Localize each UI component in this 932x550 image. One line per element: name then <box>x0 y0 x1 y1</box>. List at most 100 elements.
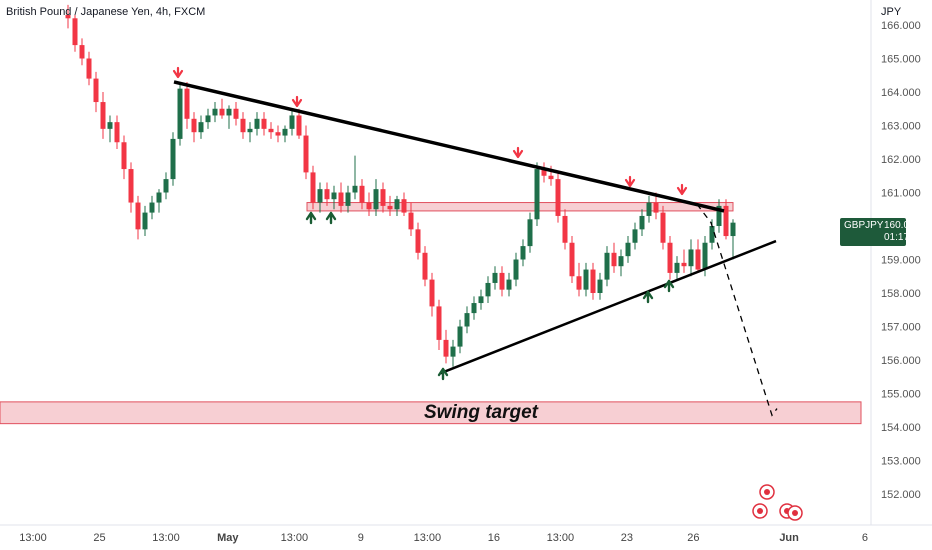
candle-body <box>100 102 106 129</box>
candle-body <box>254 118 260 129</box>
candle-body <box>219 108 225 116</box>
candle-body <box>282 128 288 136</box>
candle-body <box>597 279 603 293</box>
y-tick-label: 154.000 <box>881 422 921 434</box>
candle-body <box>618 256 624 267</box>
x-tick-label: 23 <box>621 532 633 544</box>
candle-body <box>177 88 183 139</box>
candle-body <box>331 192 337 200</box>
candle-body <box>590 269 596 293</box>
y-tick-label: 157.000 <box>881 322 921 334</box>
up-arrow-icon <box>325 211 337 225</box>
candle-body <box>198 122 204 133</box>
y-tick-label: 161.000 <box>881 188 921 200</box>
candle-body <box>121 142 127 170</box>
candle-body <box>373 189 379 210</box>
y-tick-label: 164.000 <box>881 87 921 99</box>
candle-body <box>163 179 169 193</box>
x-tick-label: 13:00 <box>281 532 309 544</box>
candle-body <box>583 269 589 290</box>
down-arrow-icon <box>512 146 524 159</box>
candle-body <box>317 189 323 203</box>
candle-body <box>667 242 673 273</box>
candle-body <box>233 108 239 119</box>
candle-body <box>93 78 99 103</box>
projection-path <box>696 203 778 417</box>
candle-body <box>226 108 232 116</box>
price-tag-countdown: 01:17:38 <box>884 232 923 243</box>
up-arrow-icon <box>305 211 317 225</box>
candle-body <box>366 202 372 210</box>
candle-body <box>632 229 638 243</box>
ascending-trendline <box>439 239 777 375</box>
candle-body <box>695 249 701 270</box>
down-arrow-icon <box>172 66 184 79</box>
candle-body <box>688 249 694 267</box>
candle-body <box>499 272 505 290</box>
candle-body <box>422 252 428 280</box>
y-tick-label: 156.000 <box>881 355 921 367</box>
candle-body <box>345 192 351 206</box>
candle-body <box>240 118 246 133</box>
candle-body <box>520 246 526 260</box>
candle-body <box>275 132 281 136</box>
down-arrow-icon <box>624 175 636 188</box>
y-tick-label: 163.000 <box>881 121 921 133</box>
candle-body <box>128 169 134 203</box>
x-tick-label: 13:00 <box>152 532 180 544</box>
candle-body <box>380 189 386 206</box>
candle-body <box>303 135 309 173</box>
candle-body <box>681 262 687 267</box>
x-tick-label: 25 <box>93 532 105 544</box>
current-price-tag: GBPJPY 160.081 01:17:38 <box>840 218 923 246</box>
candle-body <box>415 229 421 253</box>
x-tick-label: 16 <box>488 532 500 544</box>
candle-body <box>142 212 148 230</box>
x-tick-label: May <box>217 532 239 544</box>
candle-body <box>114 122 120 143</box>
candle-body <box>555 179 561 216</box>
candle-body <box>653 202 659 213</box>
candle-body <box>324 189 330 200</box>
y-tick-label: 153.000 <box>881 456 921 468</box>
candle-body <box>478 296 484 304</box>
candle-body <box>86 58 92 79</box>
candle-body <box>212 108 218 116</box>
x-tick-label: 13:00 <box>414 532 442 544</box>
candle-body <box>702 242 708 270</box>
candle-body <box>387 205 393 210</box>
candle-body <box>660 212 666 243</box>
candle-body <box>184 88 190 119</box>
candle-body <box>289 115 295 129</box>
candle-body <box>135 202 141 230</box>
x-tick-label: 6 <box>862 532 868 544</box>
candle-body <box>471 303 477 314</box>
candle-body <box>639 215 645 230</box>
candle-body <box>359 185 365 203</box>
candle-body <box>730 222 736 237</box>
swing-target-label: Swing target <box>424 402 539 423</box>
candle-body <box>443 339 449 357</box>
x-tick-label: 26 <box>687 532 699 544</box>
x-tick-label: Jun <box>779 532 799 544</box>
candle-body <box>450 346 456 357</box>
candle-body <box>268 128 274 133</box>
candle-body <box>646 202 652 216</box>
candle-body <box>247 128 253 133</box>
y-tick-label: 158.000 <box>881 288 921 300</box>
candle-body <box>205 115 211 123</box>
candle-body <box>527 219 533 247</box>
y-tick-label: 152.000 <box>881 489 921 501</box>
up-arrow-icon <box>642 290 654 304</box>
candle-body <box>534 169 540 220</box>
event-marker-icon-dot <box>757 508 763 514</box>
down-arrow-icon <box>291 95 303 108</box>
currency-label: JPY <box>881 6 902 18</box>
candle-body <box>576 276 582 290</box>
candle-body <box>436 306 442 340</box>
y-tick-label: 159.000 <box>881 255 921 267</box>
candle-body <box>79 45 85 59</box>
candle-body <box>548 175 554 180</box>
candle-body <box>562 215 568 243</box>
